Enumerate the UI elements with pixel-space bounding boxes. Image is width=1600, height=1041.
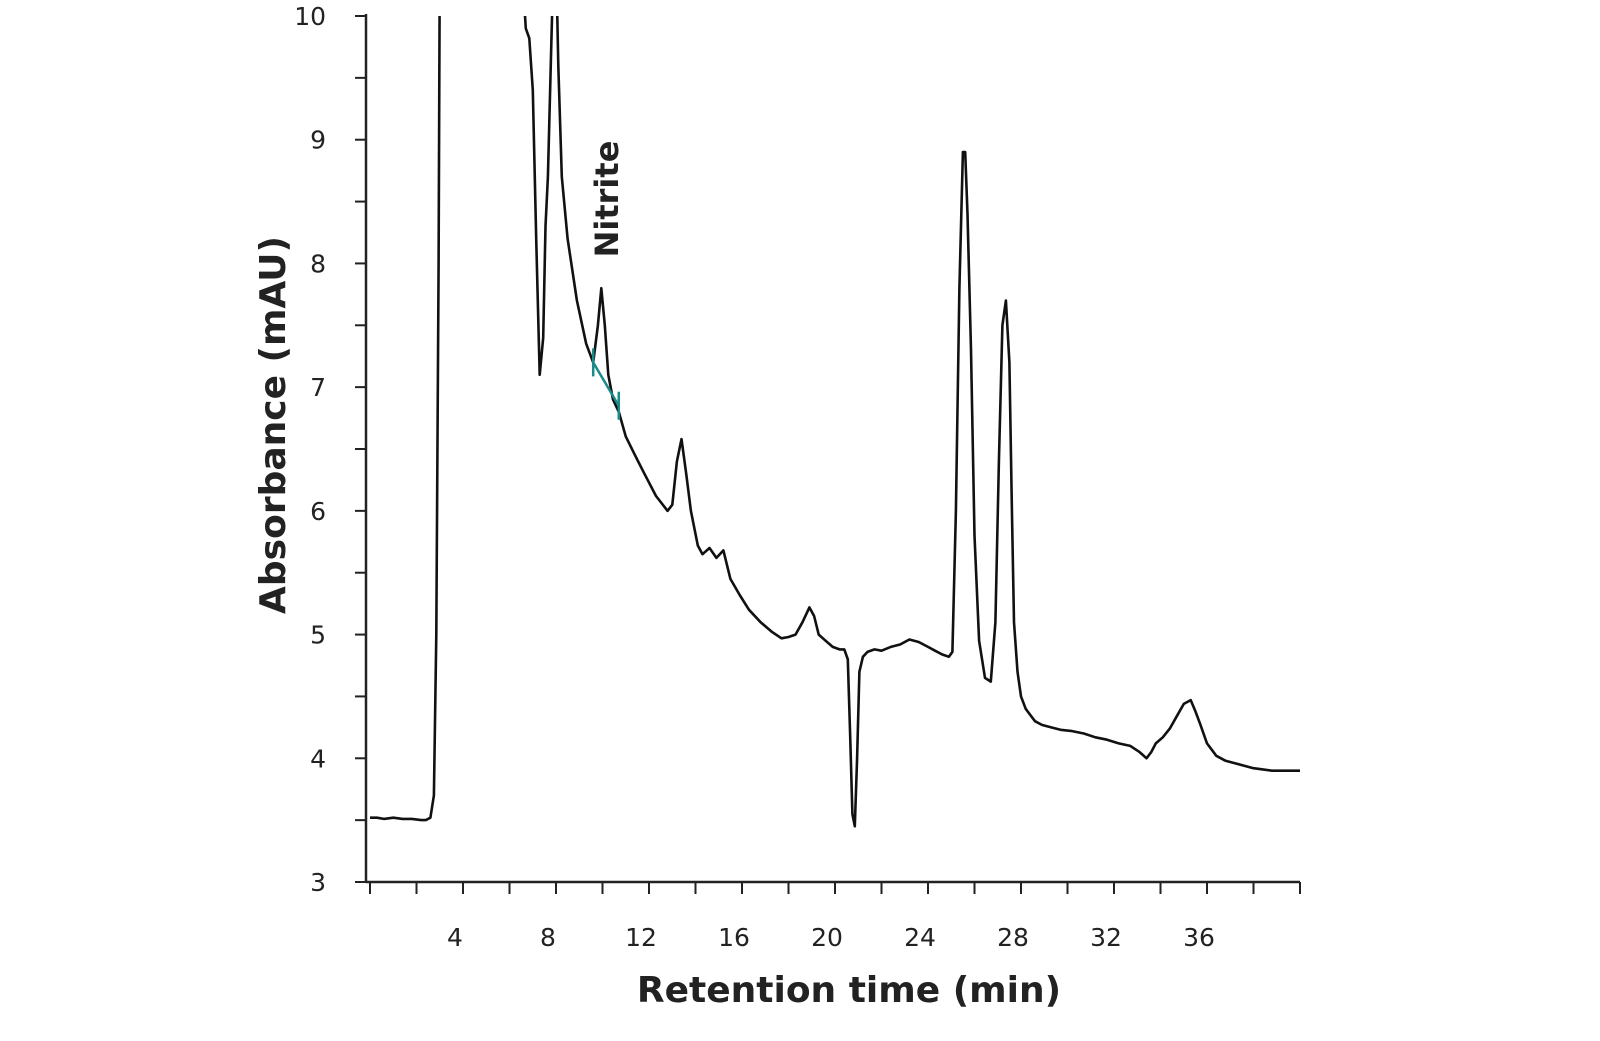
x-axis-title: Retention time (min)	[637, 970, 1061, 1011]
y-tick-label: 5	[310, 621, 326, 650]
y-tick-label: 6	[310, 497, 326, 526]
y-tick-label: 8	[310, 249, 326, 278]
y-tick-label: 9	[310, 126, 326, 155]
y-tick-label: 4	[310, 744, 326, 773]
x-tick-label: 16	[718, 923, 750, 952]
x-tick-label: 28	[997, 923, 1029, 952]
y-axis-ticks: 3 4 5 6 7 8 9 10	[294, 2, 366, 897]
y-axis-title: Absorbance (mAU)	[253, 236, 294, 614]
x-tick-label: 32	[1090, 923, 1122, 952]
x-tick-label: 8	[540, 923, 556, 952]
chromatogram-trace	[370, 16, 1300, 828]
x-tick-label: 4	[447, 923, 463, 952]
x-tick-label: 36	[1183, 923, 1215, 952]
y-tick-label: 7	[310, 373, 326, 402]
nitrite-baseline	[591, 348, 621, 420]
y-tick-label: 10	[294, 2, 326, 31]
nitrite-annotation: Nitrite	[588, 141, 626, 258]
x-tick-label: 24	[904, 923, 936, 952]
y-tick-label: 3	[310, 868, 326, 897]
nitrite-baseline-segment	[592, 361, 620, 407]
x-tick-label: 12	[625, 923, 657, 952]
x-axis-ticks: 4 8 12 16 20 24 28 32 36	[369, 882, 1301, 952]
x-tick-label: 20	[811, 923, 843, 952]
